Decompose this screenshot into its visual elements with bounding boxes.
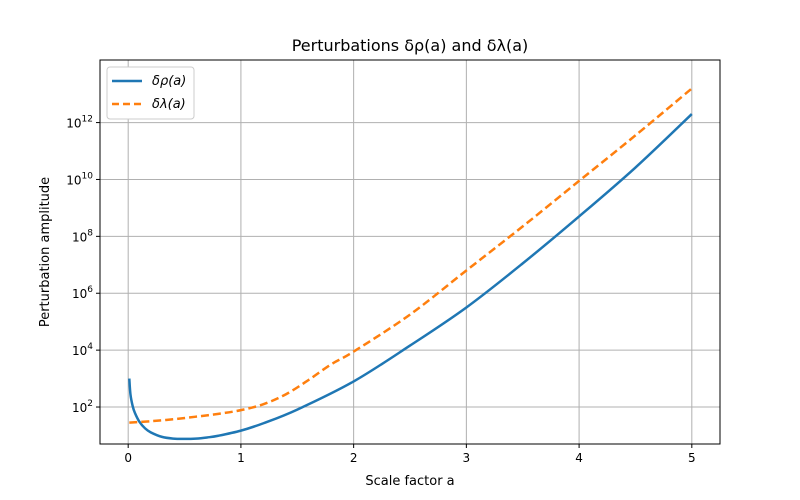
x-axis-label: Scale factor a — [365, 474, 454, 489]
series-line-dlambda — [129, 87, 693, 424]
y-tick-label: 1010 — [66, 171, 93, 187]
x-tick-label: 5 — [688, 451, 696, 465]
y-axis-label: Perturbation amplitude — [38, 177, 53, 327]
y-tick-label: 104 — [72, 342, 93, 358]
y-tick-label: 108 — [72, 228, 93, 244]
y-tick-label: 102 — [72, 399, 93, 415]
chart-title: Perturbations δρ(a) and δλ(a) — [292, 36, 529, 55]
y-tick-label: 1012 — [66, 115, 93, 131]
legend-label-drho: δρ(a) — [152, 74, 186, 89]
legend: δρ(a) δλ(a) — [106, 66, 195, 120]
series-line-drho — [128, 113, 693, 441]
tick-layer: 0 1 2 3 4 5 102 104 106 108 1010 1012 — [66, 115, 695, 465]
x-tick-label: 0 — [124, 451, 132, 465]
series-layer — [128, 87, 693, 441]
y-tick-label: 106 — [72, 285, 93, 301]
x-tick-label: 1 — [237, 451, 245, 465]
x-tick-label: 4 — [575, 451, 583, 465]
legend-label-dlambda: δλ(a) — [152, 97, 186, 112]
grid-lines — [100, 60, 720, 444]
x-tick-label: 2 — [350, 451, 358, 465]
axes-frame — [99, 59, 721, 445]
x-tick-label: 3 — [463, 451, 471, 465]
